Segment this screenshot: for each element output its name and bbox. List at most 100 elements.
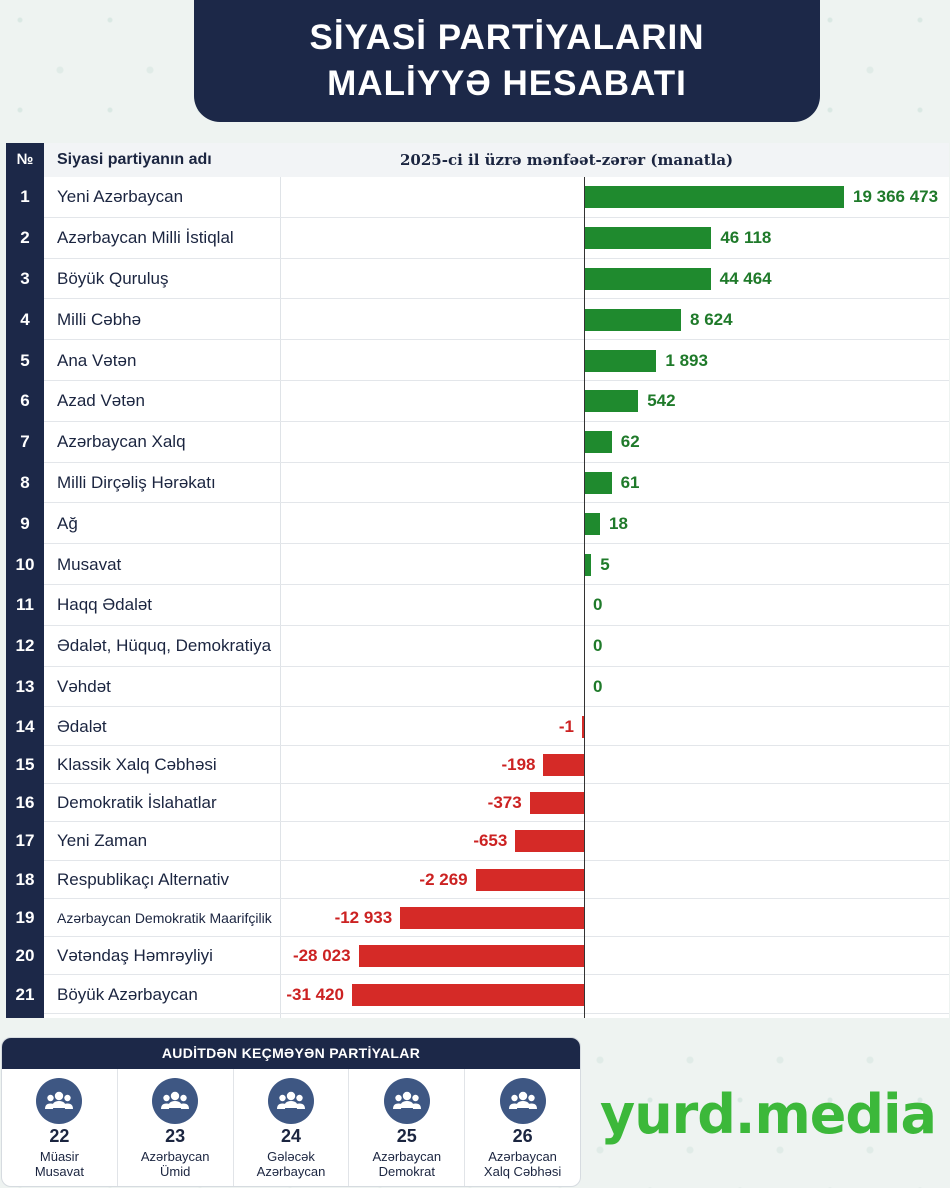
row-divider xyxy=(44,379,949,381)
party-name: Milli Dirçəliş Hərəkatı xyxy=(57,472,216,492)
value-label: -653 xyxy=(473,831,508,851)
table-row: 8 Milli Dirçəliş Hərəkatı 61 xyxy=(6,463,949,504)
row-divider xyxy=(44,339,949,341)
table-row: 7 Azərbaycan Xalq 62 xyxy=(6,422,949,463)
party-name: Ədalət xyxy=(57,716,107,736)
page-title-line-1: SİYASİ PARTİYALARIN xyxy=(309,18,705,57)
row-number: 12 xyxy=(15,636,35,656)
party-name: Ana Vətən xyxy=(57,350,137,370)
unaudited-party-name-line: Xalq Cəbhəsi xyxy=(483,1164,562,1179)
party-name: Azərbaycan Demokratik Maarifçilik xyxy=(57,910,272,927)
row-number: 4 xyxy=(20,309,30,329)
row-number: 21 xyxy=(15,984,35,1004)
brand-logo: yurd.media xyxy=(600,1083,937,1146)
value-bar xyxy=(584,349,657,372)
unaudited-party-number: 25 xyxy=(396,1126,417,1146)
table-header: № Siyasi partiyanın adı 2025-ci il üzrə … xyxy=(6,143,949,177)
party-name: Yeni Azərbaycan xyxy=(57,187,184,207)
unaudited-party-name-line: Gələcək xyxy=(267,1149,315,1164)
value-label: 1 893 xyxy=(665,350,708,370)
value-label: 0 xyxy=(593,595,603,615)
party-name: Azərbaycan Milli İstiqlal xyxy=(57,228,234,248)
unaudited-party-name: Azərbaycan Demokrat xyxy=(372,1149,441,1179)
unaudited-party-name-line: Azərbaycan xyxy=(256,1164,326,1179)
row-number: 11 xyxy=(16,595,34,615)
party-name: Ədalət, Hüquq, Demokratiya xyxy=(57,636,272,656)
unaudited-party-number: 26 xyxy=(512,1126,533,1146)
party-name: Milli Cəbhə xyxy=(57,309,142,329)
table-row: 14 Ədalət -1 xyxy=(6,707,949,746)
people-group-icon xyxy=(36,1078,83,1124)
table-row: 4 Milli Cəbhə 8 624 xyxy=(6,299,949,341)
unaudited-party-item: 26 Azərbaycan Xalq Cəbhəsi xyxy=(465,1069,580,1186)
value-bar xyxy=(515,830,584,853)
value-bar xyxy=(584,186,844,209)
unaudited-party-item: 22 Müasir Musavat xyxy=(2,1069,118,1186)
party-name: Böyük Azərbaycan xyxy=(57,984,198,1004)
value-label: 18 xyxy=(609,513,628,533)
party-name: Böyük Quruluş xyxy=(57,268,169,288)
party-name: Yeni Zaman xyxy=(57,831,148,851)
unaudited-party-name: Azərbaycan Xalq Cəbhəsi xyxy=(484,1149,561,1179)
row-number: 19 xyxy=(15,908,35,928)
value-label: -28 023 xyxy=(292,946,351,966)
party-name: Demokratik İslahatlar xyxy=(57,793,217,813)
party-name: Ağ xyxy=(57,513,78,533)
row-number: 10 xyxy=(15,554,35,574)
value-label: 5 xyxy=(600,554,610,574)
row-divider xyxy=(44,821,949,823)
row-divider xyxy=(44,298,949,300)
party-name: Haqq Ədalət xyxy=(57,595,153,615)
value-label: 19 366 473 xyxy=(853,187,939,207)
value-bar xyxy=(475,868,584,891)
row-number: 2 xyxy=(20,228,30,248)
row-divider xyxy=(44,859,949,861)
party-name: Respublikaçı Alternativ xyxy=(57,869,229,889)
value-bar xyxy=(529,792,584,815)
row-number: 1 xyxy=(20,187,30,207)
unaudited-party-name-line: Müasir xyxy=(39,1149,79,1164)
row-number: 14 xyxy=(15,716,35,736)
value-label: 61 xyxy=(620,472,640,492)
table-row: 18 Respublikaçı Alternativ -2 269 xyxy=(6,861,949,899)
column-header-number: № xyxy=(6,143,44,177)
row-divider xyxy=(44,665,949,667)
table-row: 9 Ağ 18 xyxy=(6,503,949,545)
table-row: 2 Azərbaycan Milli İstiqlal 46 118 xyxy=(6,218,949,259)
party-name: Vəhdət xyxy=(57,676,111,696)
table-row: 15 Klassik Xalq Cəbhəsi -198 xyxy=(6,746,949,784)
table-row: 17 Yeni Zaman -653 xyxy=(6,822,949,861)
unaudited-party-item: 24 Gələcək Azərbaycan xyxy=(234,1069,350,1186)
value-label: 542 xyxy=(647,391,676,411)
row-divider xyxy=(44,744,949,746)
party-name: Azərbaycan Xalq xyxy=(57,432,186,452)
name-column-divider xyxy=(280,177,281,1018)
unaudited-parties-panel: AUDİTDƏN KEÇMƏYƏN PARTİYALAR 22 Müasir Mus… xyxy=(1,1037,581,1187)
row-divider xyxy=(44,1012,949,1014)
value-label: -31 420 xyxy=(286,984,344,1004)
row-number: 16 xyxy=(15,793,35,813)
unaudited-party-name-line: Ümid xyxy=(160,1164,191,1179)
unaudited-party-name-line: Azərbaycan xyxy=(140,1149,210,1164)
value-label: 0 xyxy=(593,676,603,696)
row-number: 8 xyxy=(20,472,30,492)
row-number: 7 xyxy=(20,432,30,452)
people-group-icon xyxy=(499,1078,546,1124)
value-label: 44 464 xyxy=(719,268,772,288)
row-divider xyxy=(44,897,949,899)
value-label: -12 933 xyxy=(334,908,393,928)
unaudited-party-number: 22 xyxy=(49,1126,70,1146)
page-title-line-2: MALİYYƏ HESABATI xyxy=(327,64,687,103)
unaudited-party-name: Müasir Musavat xyxy=(35,1149,84,1179)
row-divider xyxy=(44,216,949,218)
value-label: 62 xyxy=(620,432,640,452)
party-name: Klassik Xalq Cəbhəsi xyxy=(57,754,217,774)
value-bar xyxy=(584,390,639,413)
people-group-icon xyxy=(152,1078,199,1124)
column-header-party-name: Siyasi partiyanın adı xyxy=(57,151,212,168)
unaudited-party-name-line: Azərbaycan xyxy=(488,1149,557,1164)
value-bar xyxy=(358,945,584,968)
row-number: 17 xyxy=(15,831,35,851)
row-divider xyxy=(44,936,949,938)
unaudited-party-item: 23 Azərbaycan Ümid xyxy=(118,1069,234,1186)
